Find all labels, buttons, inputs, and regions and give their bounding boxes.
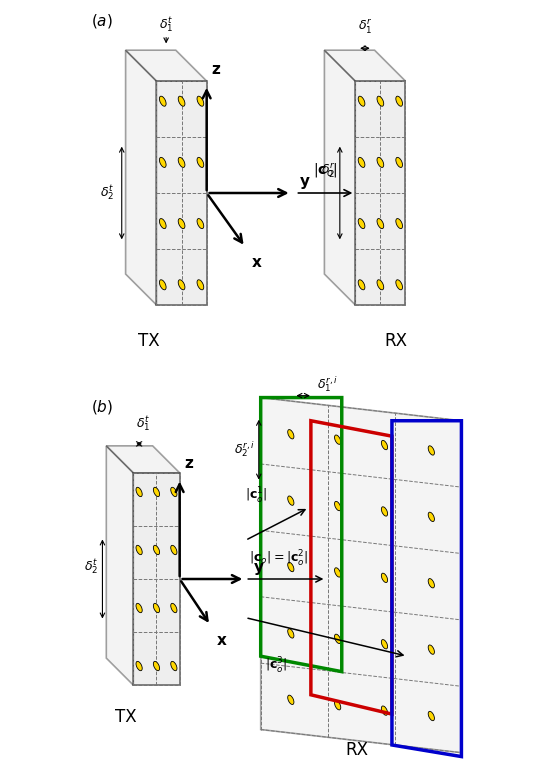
Text: RX: RX bbox=[346, 741, 368, 759]
Text: $\delta_1^t$: $\delta_1^t$ bbox=[136, 415, 150, 434]
Ellipse shape bbox=[136, 545, 142, 554]
Ellipse shape bbox=[153, 604, 160, 613]
Ellipse shape bbox=[288, 562, 294, 572]
Ellipse shape bbox=[153, 662, 160, 671]
Text: $\mathbf{x}$: $\mathbf{x}$ bbox=[216, 633, 227, 648]
Ellipse shape bbox=[334, 435, 340, 445]
Ellipse shape bbox=[428, 512, 435, 522]
Ellipse shape bbox=[160, 96, 166, 107]
Ellipse shape bbox=[136, 604, 142, 613]
Ellipse shape bbox=[358, 157, 365, 168]
Text: $\delta_2^t$: $\delta_2^t$ bbox=[100, 184, 114, 202]
Text: $\delta_2^t$: $\delta_2^t$ bbox=[85, 558, 99, 577]
Ellipse shape bbox=[178, 96, 185, 107]
Text: $\delta_1^t$: $\delta_1^t$ bbox=[159, 15, 174, 35]
Ellipse shape bbox=[160, 279, 166, 290]
Ellipse shape bbox=[288, 429, 294, 439]
Ellipse shape bbox=[377, 96, 384, 107]
Ellipse shape bbox=[197, 96, 204, 107]
Ellipse shape bbox=[381, 506, 388, 516]
Ellipse shape bbox=[153, 545, 160, 554]
Ellipse shape bbox=[160, 218, 166, 229]
Text: $\mathbf{y}$: $\mathbf{y}$ bbox=[253, 561, 265, 577]
Ellipse shape bbox=[136, 487, 142, 496]
Text: $\delta_1^{r,i}$: $\delta_1^{r,i}$ bbox=[316, 374, 338, 394]
Ellipse shape bbox=[381, 573, 388, 583]
Ellipse shape bbox=[381, 706, 388, 716]
Text: $|\mathbf{c}_o^1|$: $|\mathbf{c}_o^1|$ bbox=[245, 486, 268, 506]
Polygon shape bbox=[125, 50, 207, 81]
Ellipse shape bbox=[358, 279, 365, 290]
Text: RX: RX bbox=[384, 332, 407, 350]
Ellipse shape bbox=[334, 700, 340, 710]
Ellipse shape bbox=[136, 662, 142, 671]
Ellipse shape bbox=[377, 279, 384, 290]
Ellipse shape bbox=[334, 501, 340, 511]
Ellipse shape bbox=[197, 218, 204, 229]
Ellipse shape bbox=[288, 628, 294, 638]
Ellipse shape bbox=[396, 96, 403, 107]
Ellipse shape bbox=[396, 279, 403, 290]
Polygon shape bbox=[261, 398, 461, 753]
Ellipse shape bbox=[171, 545, 177, 554]
Text: $\mathbf{x}$: $\mathbf{x}$ bbox=[251, 255, 263, 269]
Ellipse shape bbox=[381, 639, 388, 649]
Ellipse shape bbox=[171, 662, 177, 671]
Text: $(b)$: $(b)$ bbox=[91, 398, 113, 415]
Text: $(a)$: $(a)$ bbox=[91, 12, 113, 29]
Polygon shape bbox=[106, 445, 133, 686]
Ellipse shape bbox=[178, 218, 185, 229]
Text: $|\mathbf{c}_o| = |\mathbf{c}_o^2|$: $|\mathbf{c}_o| = |\mathbf{c}_o^2|$ bbox=[249, 549, 309, 570]
Ellipse shape bbox=[377, 157, 384, 168]
Ellipse shape bbox=[377, 218, 384, 229]
Ellipse shape bbox=[334, 634, 340, 644]
Polygon shape bbox=[125, 50, 156, 305]
Ellipse shape bbox=[428, 711, 435, 721]
Ellipse shape bbox=[334, 567, 340, 577]
Polygon shape bbox=[133, 472, 180, 686]
Ellipse shape bbox=[197, 279, 204, 290]
Text: $\mathbf{y}$: $\mathbf{y}$ bbox=[299, 175, 311, 191]
Ellipse shape bbox=[171, 604, 177, 613]
Ellipse shape bbox=[358, 96, 365, 107]
Ellipse shape bbox=[288, 695, 294, 705]
Polygon shape bbox=[106, 445, 180, 472]
Text: $|\mathbf{c}_o^3|$: $|\mathbf{c}_o^3|$ bbox=[264, 656, 287, 676]
Ellipse shape bbox=[171, 487, 177, 496]
Ellipse shape bbox=[428, 578, 435, 588]
Ellipse shape bbox=[428, 645, 435, 655]
Ellipse shape bbox=[178, 157, 185, 168]
Ellipse shape bbox=[428, 445, 435, 455]
Ellipse shape bbox=[160, 157, 166, 168]
Text: $|\mathbf{c}_o|$: $|\mathbf{c}_o|$ bbox=[313, 161, 338, 179]
Ellipse shape bbox=[178, 279, 185, 290]
Polygon shape bbox=[324, 50, 405, 81]
Text: TX: TX bbox=[115, 709, 137, 726]
Polygon shape bbox=[156, 81, 207, 305]
Polygon shape bbox=[324, 50, 355, 305]
Ellipse shape bbox=[197, 157, 204, 168]
Polygon shape bbox=[355, 81, 405, 305]
Text: $\delta_2^r$: $\delta_2^r$ bbox=[321, 161, 336, 179]
Ellipse shape bbox=[288, 496, 294, 506]
Ellipse shape bbox=[153, 487, 160, 496]
Ellipse shape bbox=[396, 218, 403, 229]
Ellipse shape bbox=[396, 157, 403, 168]
Text: $\delta_2^{r,i}$: $\delta_2^{r,i}$ bbox=[234, 440, 255, 459]
Ellipse shape bbox=[381, 440, 388, 450]
Text: $\delta_1^r$: $\delta_1^r$ bbox=[358, 17, 372, 35]
Text: $\mathbf{z}$: $\mathbf{z}$ bbox=[211, 63, 221, 77]
Text: TX: TX bbox=[138, 332, 160, 350]
Ellipse shape bbox=[358, 218, 365, 229]
Text: $\mathbf{z}$: $\mathbf{z}$ bbox=[184, 456, 194, 471]
